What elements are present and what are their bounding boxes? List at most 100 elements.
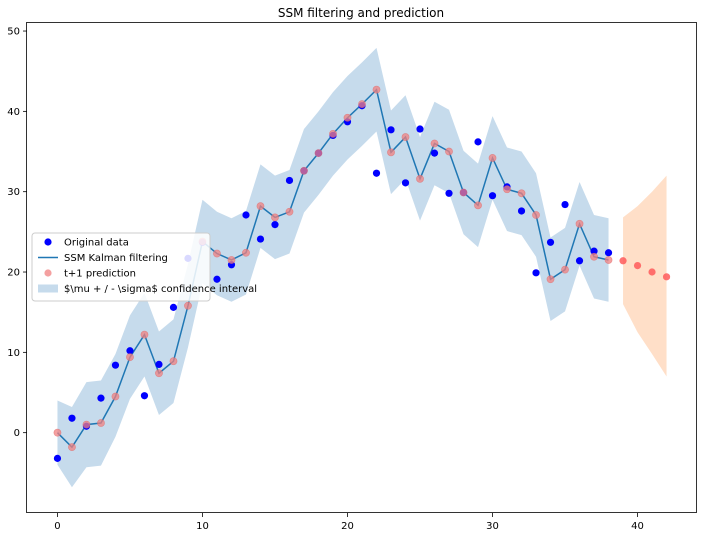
original-data-point — [126, 347, 134, 355]
original-data-point — [561, 200, 569, 209]
prediction-point — [169, 357, 178, 366]
legend-band-swatch — [38, 284, 58, 293]
prediction-point — [227, 256, 236, 264]
original-data-point — [271, 221, 279, 229]
forecast-point — [662, 273, 671, 281]
x-tick-label: 40 — [631, 521, 644, 532]
y-tick-label: 20 — [7, 268, 20, 279]
x-tick-label: 10 — [196, 521, 209, 532]
original-data-point — [604, 249, 613, 257]
prediction-point — [300, 166, 308, 175]
axes — [26, 22, 697, 513]
prediction-point — [155, 369, 163, 378]
original-data-point — [387, 126, 395, 134]
forecast-point — [633, 261, 642, 270]
original-data-point — [285, 176, 294, 185]
prediction-point — [184, 301, 192, 310]
prediction-point — [546, 275, 555, 284]
original-data-point — [140, 392, 149, 400]
prediction-point — [242, 248, 250, 257]
prediction-point — [97, 419, 105, 427]
prediction-point — [53, 428, 62, 437]
legend-prediction-marker — [44, 269, 52, 277]
original-data-point — [169, 303, 178, 311]
original-data-point — [430, 149, 439, 157]
original-data-point — [474, 138, 482, 146]
original-data-point — [53, 454, 62, 462]
prediction-point — [285, 207, 294, 216]
prediction-point — [459, 188, 468, 197]
legend-original-marker — [44, 238, 52, 246]
original-data-point — [372, 169, 381, 177]
prediction-point — [372, 85, 381, 94]
original-data-point — [546, 238, 555, 246]
prediction-point — [532, 211, 540, 219]
prediction-point — [343, 113, 352, 122]
prediction-point — [488, 154, 497, 162]
original-data-point — [532, 269, 540, 277]
x-tick-label: 20 — [341, 521, 354, 532]
prediction-point — [517, 189, 526, 198]
prediction-point — [68, 443, 76, 452]
prediction-point — [416, 174, 424, 183]
original-data-point — [401, 179, 410, 187]
legend-label: Original data — [64, 238, 129, 249]
prediction-point — [387, 148, 395, 157]
legend: Original data SSM Kalman filtering t+1 pre… — [31, 232, 257, 302]
data-points — [53, 85, 671, 462]
prediction-point — [271, 213, 279, 222]
prediction-point — [445, 147, 453, 156]
y-tick-label: 40 — [7, 107, 20, 118]
original-data-point — [590, 247, 598, 255]
y-tick-label: 0 — [14, 428, 20, 439]
x-axis-ticks: 0 10 20 30 40 — [54, 513, 644, 532]
original-data-point — [155, 360, 163, 368]
prediction-point — [314, 149, 323, 158]
prediction-point — [111, 392, 120, 401]
forecast-confidence-band — [623, 175, 667, 377]
prediction-point — [474, 201, 482, 210]
prediction-point — [213, 249, 221, 258]
forecast-point — [648, 268, 656, 276]
original-data-point — [488, 192, 497, 200]
legend-box — [31, 232, 211, 302]
original-data-point — [242, 211, 250, 219]
prediction-point — [575, 219, 584, 228]
prediction-point — [401, 133, 410, 141]
original-data-point — [256, 235, 265, 243]
prediction-point — [604, 256, 613, 264]
original-data-point — [111, 361, 120, 369]
legend-label: SSM Kalman filtering — [64, 253, 168, 264]
prediction-point — [256, 202, 265, 211]
original-data-point — [517, 207, 526, 215]
prediction-point — [126, 353, 134, 362]
prediction-point — [358, 100, 366, 109]
prediction-point — [430, 139, 439, 148]
prediction-point — [503, 185, 511, 194]
prediction-point — [561, 265, 569, 274]
x-tick-label: 0 — [54, 521, 60, 532]
y-axis-ticks: 0 10 20 30 40 50 — [7, 27, 27, 439]
original-data-point — [445, 189, 453, 197]
prediction-point — [140, 330, 149, 339]
original-data-point — [68, 414, 76, 422]
original-data-point — [213, 275, 221, 283]
legend-label: $\mu + / - \sigma$ confidence interval — [64, 284, 257, 295]
original-data-point — [416, 125, 424, 133]
chart-title: SSM filtering and prediction — [278, 6, 444, 20]
prediction-point — [329, 129, 337, 138]
plot-frame — [26, 22, 697, 513]
forecast-point — [619, 257, 627, 265]
prediction-point — [590, 252, 598, 261]
prediction-point — [82, 420, 91, 429]
legend-label: t+1 prediction — [64, 269, 136, 280]
y-tick-label: 10 — [7, 348, 20, 359]
y-tick-label: 50 — [7, 27, 20, 38]
filter-confidence-band — [57, 47, 609, 488]
original-data-point — [575, 257, 584, 265]
original-data-point — [97, 394, 105, 402]
confidence-bands — [57, 47, 667, 488]
x-tick-label: 30 — [486, 521, 499, 532]
